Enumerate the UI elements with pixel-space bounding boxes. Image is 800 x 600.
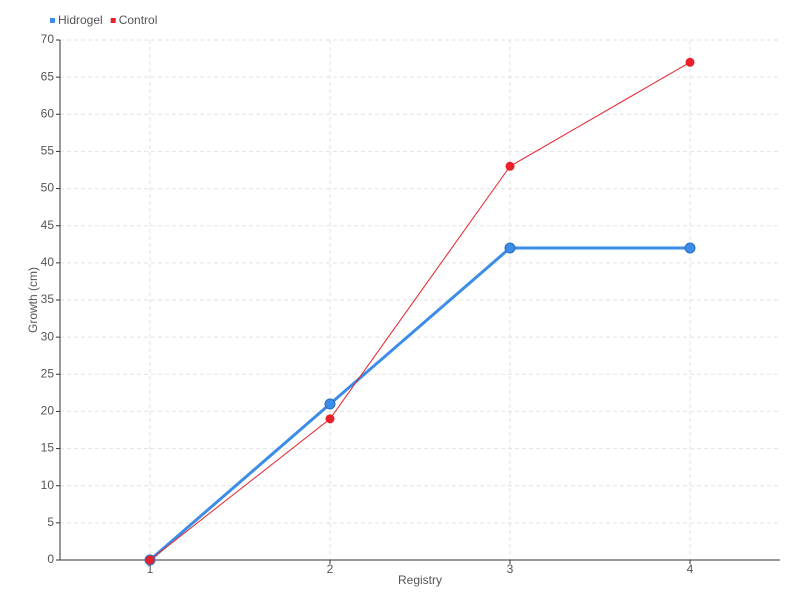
data-point [685,57,695,67]
y-tick-label: 5 [47,515,54,529]
y-tick-label: 15 [41,441,55,455]
x-tick-label: 3 [507,562,514,576]
legend-label: Hidrogel [58,13,103,27]
y-tick-label: 0 [47,552,54,566]
series-line [149,61,691,561]
data-point [325,414,335,424]
y-tick-label: 40 [41,255,55,269]
y-tick-label: 50 [41,181,55,195]
data-point [684,242,696,254]
legend-swatch [110,18,116,23]
y-tick-label: 35 [41,292,55,306]
y-tick-label: 55 [41,144,55,158]
legend-swatch [50,18,55,23]
series-line [149,246,690,562]
y-tick-label: 25 [41,366,55,380]
legend-label: Control [119,13,158,27]
y-tick-label: 45 [41,218,55,232]
data-point [505,161,515,171]
x-tick-label: 1 [147,562,154,576]
data-point [145,555,155,565]
y-tick-label: 60 [41,106,55,120]
x-axis-label: Registry [398,573,442,587]
y-tick-label: 20 [41,404,55,418]
y-tick-label: 70 [41,32,55,46]
y-axis-label: Growth (cm) [26,267,40,333]
data-point [324,398,336,410]
data-point [504,242,516,254]
x-tick-label: 2 [327,562,334,576]
x-tick-label: 4 [687,562,694,576]
y-tick-label: 30 [41,329,55,343]
y-tick-label: 10 [41,478,55,492]
y-tick-label: 65 [41,69,55,83]
